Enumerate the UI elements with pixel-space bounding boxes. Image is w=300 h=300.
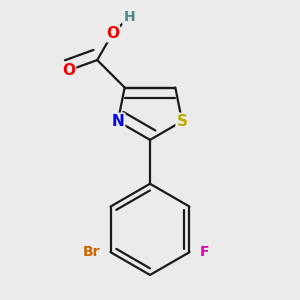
Text: S: S	[177, 114, 188, 129]
Text: N: N	[112, 114, 124, 129]
Text: O: O	[106, 26, 119, 41]
Text: Br: Br	[83, 245, 101, 259]
Text: F: F	[200, 245, 209, 259]
Text: O: O	[62, 63, 75, 78]
Text: H: H	[123, 10, 135, 24]
